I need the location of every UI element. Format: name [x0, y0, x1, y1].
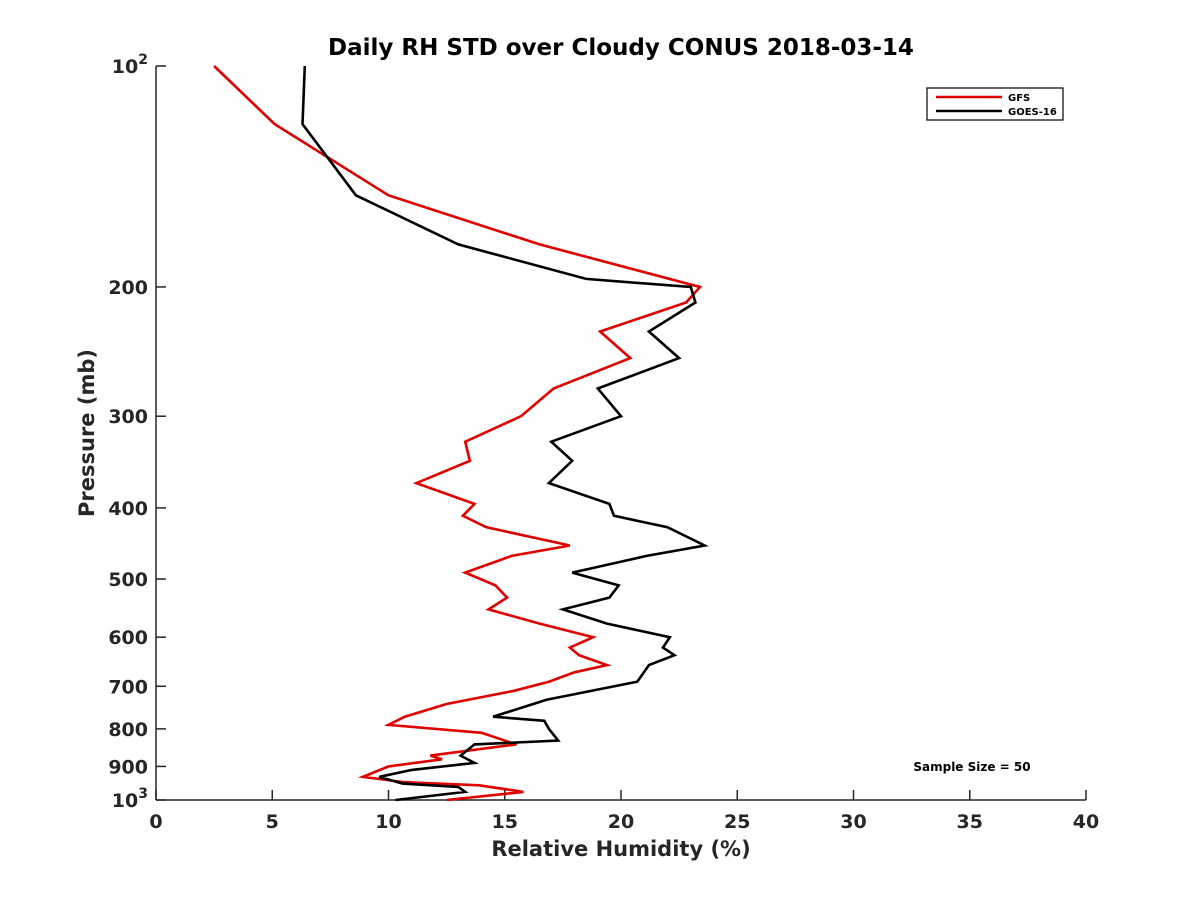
x-tick-label: 30	[840, 811, 866, 833]
series-line-gfs	[213, 65, 703, 802]
sample-size-note: Sample Size = 50	[913, 760, 1030, 774]
x-tick-label: 5	[266, 811, 279, 833]
y-tick-label: 200	[108, 277, 148, 299]
x-tick-label: 15	[492, 811, 518, 833]
legend-label: GFS	[1008, 93, 1030, 104]
series-line-goes-16	[301, 65, 709, 802]
x-tick-label: 20	[608, 811, 634, 833]
y-tick-label: 400	[108, 498, 148, 520]
y-tick-label: 300	[108, 406, 148, 428]
y-tick-label: 600	[108, 627, 148, 649]
plot-series-lines	[213, 65, 709, 802]
y-tick-label: 102	[112, 52, 148, 78]
y-tick-label: 500	[108, 569, 148, 591]
y-axis-title: Pressure (mb)	[75, 349, 99, 517]
legend-label: GOES-16	[1008, 107, 1057, 118]
x-tick-label: 10	[375, 811, 401, 833]
x-tick-label: 40	[1073, 811, 1099, 833]
x-tick-label: 25	[724, 811, 750, 833]
y-tick-label: 900	[108, 756, 148, 778]
plot-axes: 0 5 10 15 20 25 30 35 40 102 200 300 400 500 600 700 800…	[108, 52, 1099, 833]
legend-box	[926, 87, 1064, 121]
chart-title: Daily RH STD over Cloudy CONUS 2018-03-1…	[328, 35, 914, 61]
x-axis-title: Relative Humidity (%)	[491, 837, 750, 861]
y-tick-label: 800	[108, 719, 148, 741]
y-tick-label: 103	[112, 786, 148, 812]
x-tick-label: 35	[957, 811, 983, 833]
x-tick-label: 0	[149, 811, 162, 833]
legend: GFS GOES-16	[926, 87, 1064, 121]
y-tick-label: 700	[108, 676, 148, 698]
